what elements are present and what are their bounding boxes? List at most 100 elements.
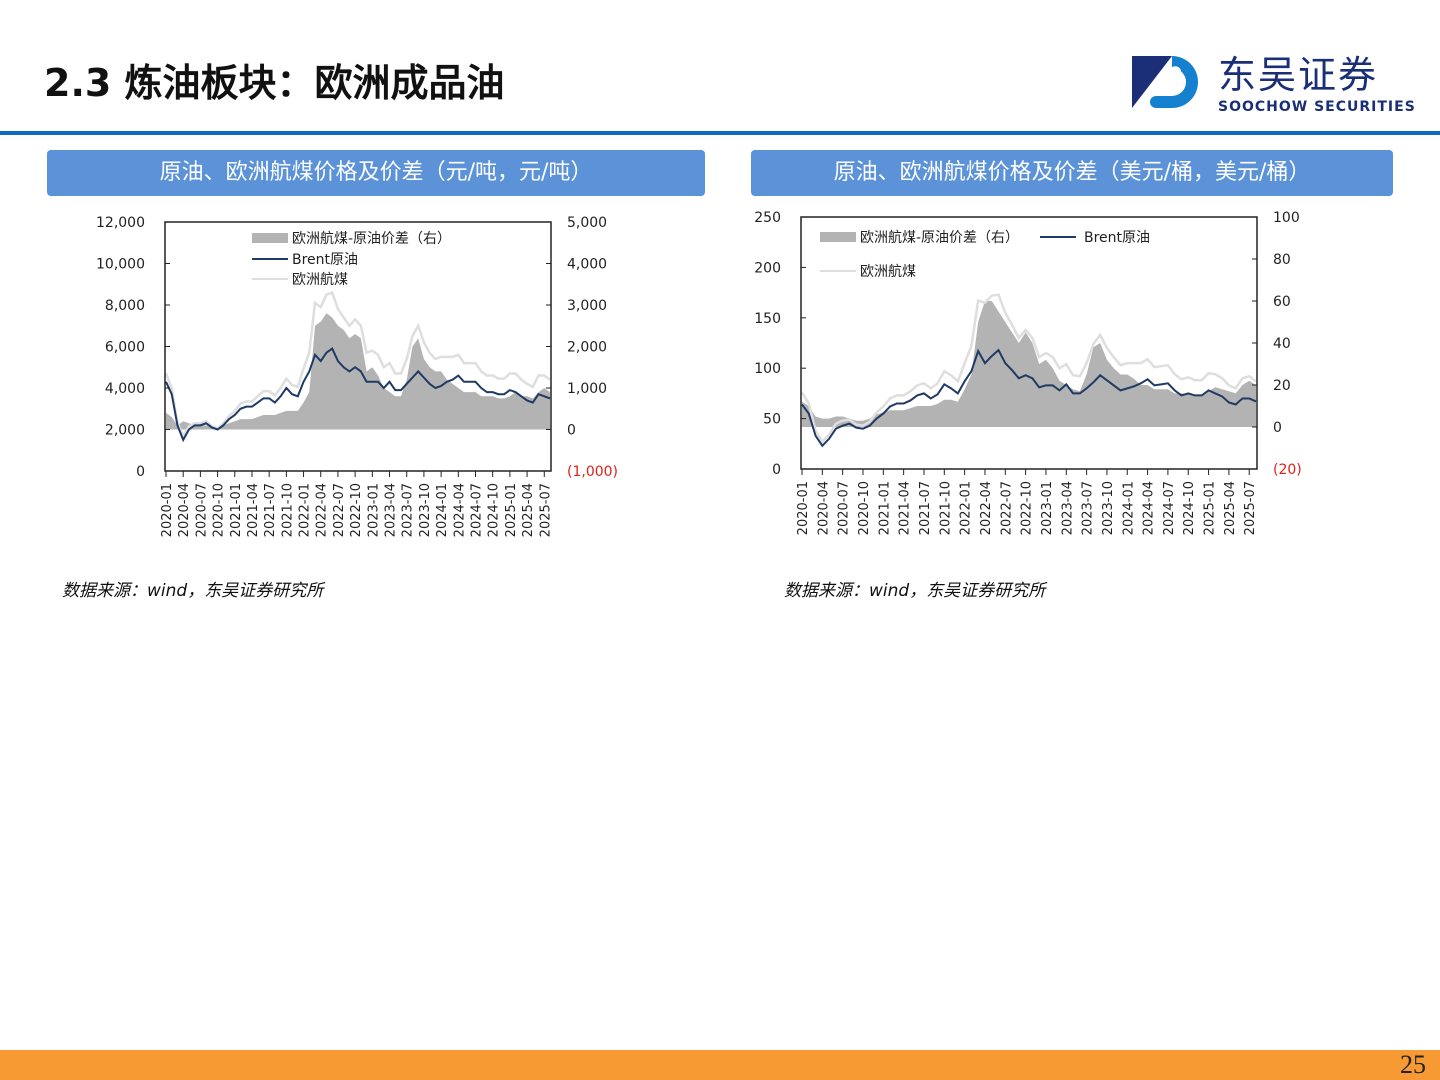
y2-tick-label: 80 xyxy=(1273,252,1291,268)
y2-tick-label: 100 xyxy=(1273,210,1300,226)
y-tick-label: 50 xyxy=(763,412,781,428)
chart1: 0 2,000 4,000 6,000 8,000 10,000 12,000 (1,000)… xyxy=(96,215,618,537)
y-tick-label: 12,000 xyxy=(96,215,145,231)
logo: 东吴证券 SOOCHOW SECURITIES xyxy=(1132,54,1422,116)
y2-tick-label: 40 xyxy=(1273,336,1291,352)
y-tick-label: 0 xyxy=(772,462,781,478)
x-tick-label: 2020-01 xyxy=(160,483,175,537)
logo-cn: 东吴证券 xyxy=(1218,53,1379,97)
y2-tick-label: 60 xyxy=(1273,294,1291,310)
jet-fuel-line xyxy=(164,290,551,439)
y2-tick-label: (1,000) xyxy=(567,464,618,480)
x-tick-label: 2022-10 xyxy=(1020,481,1035,535)
spread-area xyxy=(166,313,550,430)
y2-tick-label: 0 xyxy=(1273,420,1282,436)
x-tick-label: 2021-04 xyxy=(898,481,913,535)
x-tick-label: 2020-07 xyxy=(837,481,852,535)
logo-en: SOOCHOW SECURITIES xyxy=(1218,99,1416,115)
y-tick-label: 8,000 xyxy=(105,298,145,314)
y2-tick-label: (20) xyxy=(1273,462,1302,478)
x-tick-label: 2023-10 xyxy=(418,483,433,537)
x-tick-label: 2024-10 xyxy=(487,483,502,537)
chart1-source: 数据来源：wind，东吴证券研究所 xyxy=(62,581,324,601)
y-tick-label: 10,000 xyxy=(96,257,145,273)
brent-line xyxy=(801,348,1257,448)
x-tick-label: 2023-04 xyxy=(1060,481,1075,535)
x-tick-label: 2022-07 xyxy=(332,483,347,537)
y2-tick-label: 5,000 xyxy=(567,215,607,231)
x-tick-label: 2020-07 xyxy=(194,483,209,537)
page-title: 2.3 炼油板块：欧洲成品油 xyxy=(44,61,505,105)
legend-brent-label: Brent原油 xyxy=(292,252,358,268)
x-tick-label: 2025-04 xyxy=(521,483,536,537)
x-tick-label: 2023-01 xyxy=(366,483,381,537)
chart2-source: 数据来源：wind，东吴证券研究所 xyxy=(784,581,1046,601)
logo-mark-icon xyxy=(1132,56,1198,108)
y2-tick-label: 3,000 xyxy=(567,298,607,314)
x-tick-label: 2023-04 xyxy=(384,483,399,537)
x-tick-label: 2021-07 xyxy=(263,483,278,537)
x-tick-label: 2025-07 xyxy=(1243,481,1258,535)
legend-spread-swatch xyxy=(820,232,856,242)
x-tick-label: 2024-01 xyxy=(1121,481,1136,535)
y2-tick-label: 1,000 xyxy=(567,381,607,397)
y2-tick-label: 2,000 xyxy=(567,340,607,356)
x-tick-label: 2021-04 xyxy=(246,483,261,537)
x-tick-label: 2023-07 xyxy=(1081,481,1096,535)
chart2: 0 50 100 150 200 250 (20) 0 20 40 60 80 100 2020-01 20… xyxy=(754,210,1302,535)
x-tick-label: 2024-01 xyxy=(435,483,450,537)
x-tick-label: 2020-04 xyxy=(177,483,192,537)
y2-tick-label: 20 xyxy=(1273,378,1291,394)
x-tick-label: 2025-01 xyxy=(1203,481,1218,535)
x-tick-label: 2024-04 xyxy=(1142,481,1157,535)
x-tick-label: 2023-10 xyxy=(1101,481,1116,535)
x-tick-label: 2021-01 xyxy=(229,483,244,537)
x-tick-label: 2023-01 xyxy=(1040,481,1055,535)
legend-spread-label: 欧洲航煤-原油价差（右） xyxy=(860,230,1019,246)
legend-jet-label: 欧洲航煤 xyxy=(860,264,916,280)
y-tick-label: 200 xyxy=(754,260,781,276)
legend-brent-label: Brent原油 xyxy=(1084,230,1150,246)
x-tick-label: 2020-04 xyxy=(816,481,831,535)
jet-fuel-line xyxy=(800,293,1257,444)
x-tick-label: 2025-07 xyxy=(538,483,553,537)
x-tick-label: 2020-10 xyxy=(212,483,227,537)
chart1-title: 原油、欧洲航煤价格及价差（元/吨，元/吨） xyxy=(47,150,705,196)
y-tick-label: 250 xyxy=(754,210,781,226)
x-tick-label: 2025-01 xyxy=(504,483,519,537)
y-tick-label: 100 xyxy=(754,361,781,377)
x-tick-label: 2022-04 xyxy=(979,481,994,535)
y-tick-label: 6,000 xyxy=(105,340,145,356)
chart2-title: 原油、欧洲航煤价格及价差（美元/桶，美元/桶） xyxy=(751,150,1393,196)
page-number: 25 xyxy=(1400,1050,1426,1079)
x-tick-label: 2025-04 xyxy=(1223,481,1238,535)
y-tick-label: 2,000 xyxy=(105,423,145,439)
x-tick-label: 2022-07 xyxy=(999,481,1014,535)
legend-spread-swatch xyxy=(252,233,288,243)
y-tick-label: 150 xyxy=(754,311,781,327)
x-tick-label: 2020-01 xyxy=(796,481,811,535)
legend-spread-label: 欧洲航煤-原油价差（右） xyxy=(292,231,451,247)
x-tick-label: 2022-04 xyxy=(315,483,330,537)
x-tick-label: 2020-10 xyxy=(857,481,872,535)
x-tick-label: 2024-10 xyxy=(1182,481,1197,535)
spread-area xyxy=(802,301,1256,427)
y2-tick-label: 0 xyxy=(567,423,576,439)
header-rule xyxy=(0,131,1440,135)
legend-jet-label: 欧洲航煤 xyxy=(292,272,348,288)
x-tick-label: 2022-01 xyxy=(298,483,313,537)
x-tick-label: 2023-07 xyxy=(401,483,416,537)
footer-bar xyxy=(0,1050,1440,1080)
x-tick-label: 2024-07 xyxy=(469,483,484,537)
x-tick-label: 2024-07 xyxy=(1162,481,1177,535)
x-tick-label: 2021-01 xyxy=(877,481,892,535)
y-tick-label: 0 xyxy=(136,464,145,480)
x-tick-label: 2021-10 xyxy=(938,481,953,535)
brent-line xyxy=(165,347,551,443)
x-tick-label: 2022-01 xyxy=(959,481,974,535)
x-tick-label: 2021-10 xyxy=(280,483,295,537)
x-tick-label: 2024-04 xyxy=(452,483,467,537)
x-tick-label: 2022-10 xyxy=(349,483,364,537)
y2-tick-label: 4,000 xyxy=(567,257,607,273)
y-tick-label: 4,000 xyxy=(105,381,145,397)
